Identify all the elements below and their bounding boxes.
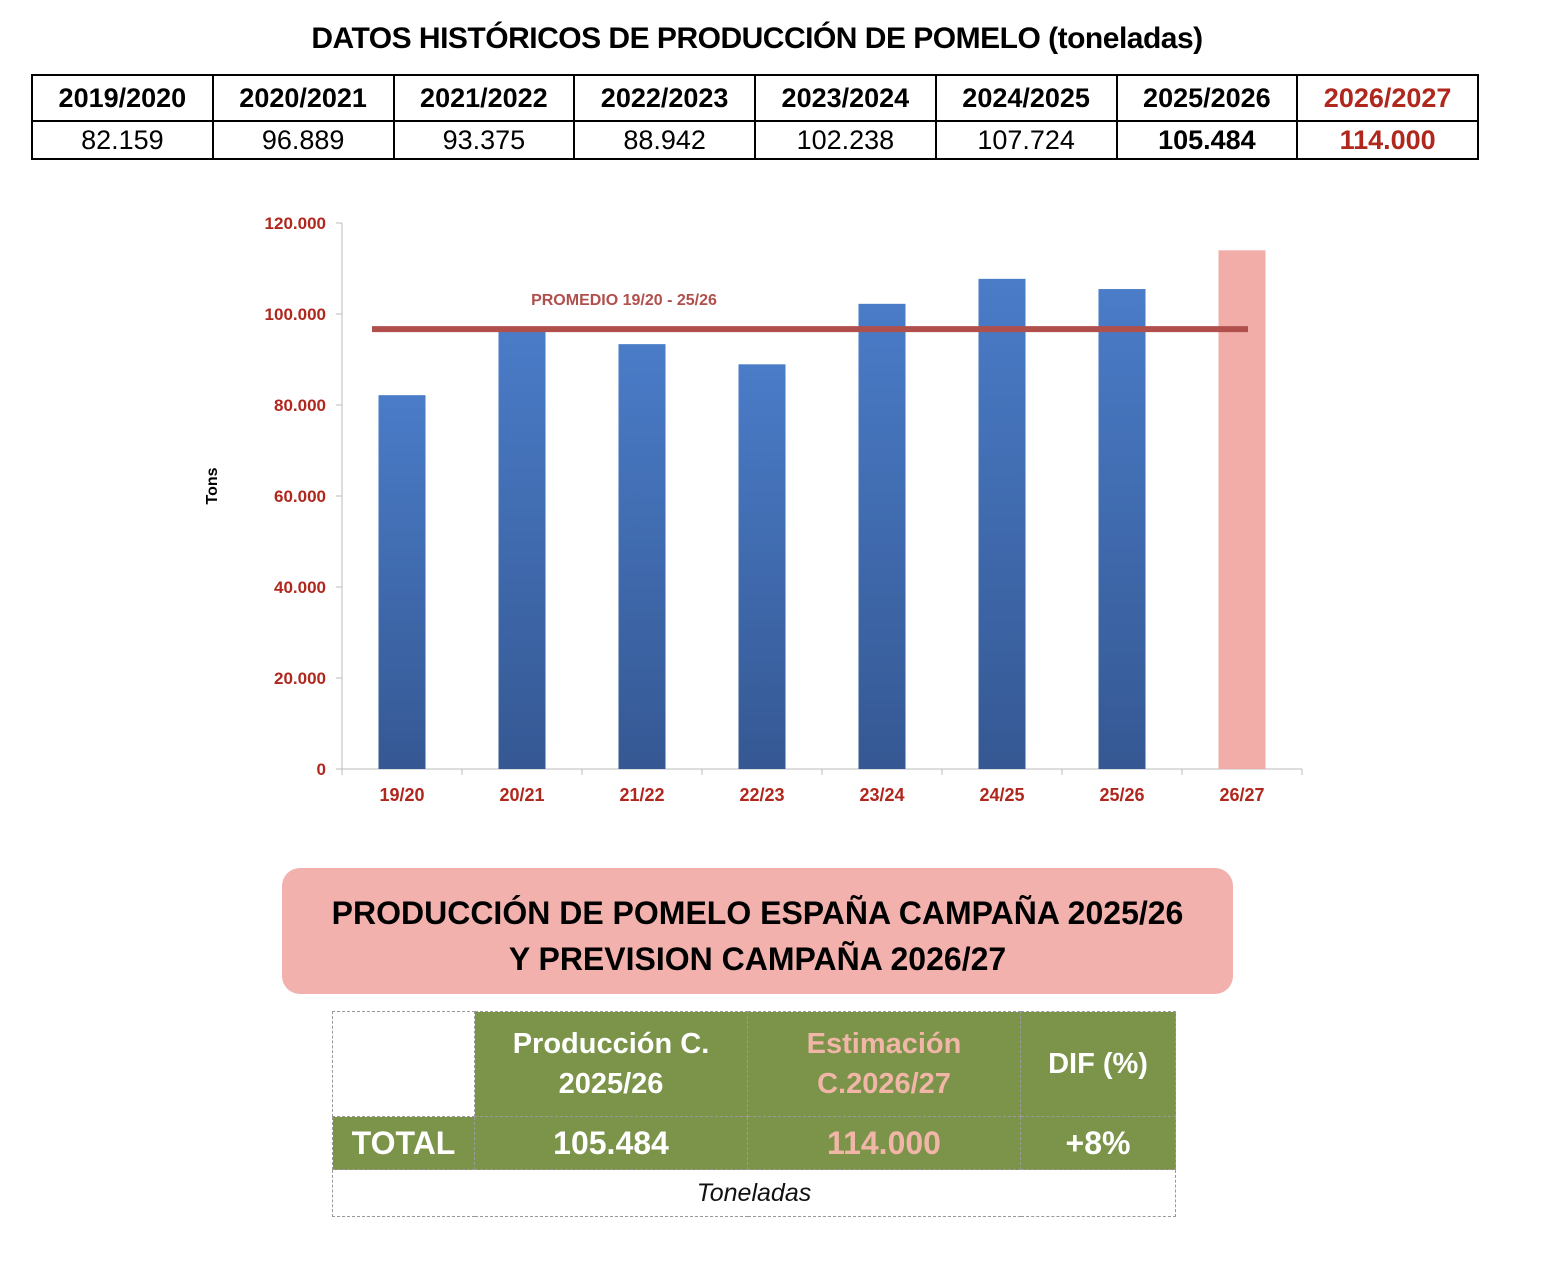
production-bar <box>858 303 906 769</box>
production-values-row: 82.159 96.889 93.375 88.942 102.238 107.… <box>31 120 1479 160</box>
y-tick-label: 80.000 <box>274 396 326 415</box>
season-cell: 2023/2024 <box>754 74 937 122</box>
season-cell: 2025/2026 <box>1115 74 1299 122</box>
season-header-row: 2019/2020 2020/2021 2021/2022 2022/2023 … <box>31 74 1479 122</box>
empty-corner-cell <box>332 1011 475 1117</box>
summary-banner-title-line1: PRODUCCIÓN DE POMELO ESPAÑA CAMPAÑA 2025… <box>331 895 1184 931</box>
total-estimate-value: 114.000 <box>747 1116 1021 1170</box>
summary-table: Producción C. 2025/26 Estimación C.2026/… <box>332 1011 1176 1217</box>
production-bar-chart: 0 20.000 40.000 60.000 80.000 100.000 120.000 1… <box>204 214 1303 805</box>
production-value-cell: 82.159 <box>31 120 214 160</box>
production-value-cell: 102.238 <box>754 120 937 160</box>
y-axis-title: Tons <box>204 467 221 504</box>
production-value-cell: 88.942 <box>573 120 756 160</box>
production-bar <box>618 344 666 769</box>
unit-label: Toneladas <box>332 1169 1176 1217</box>
diff-header: DIF (%) <box>1020 1011 1176 1117</box>
summary-header-row: Producción C. 2025/26 Estimación C.2026/… <box>332 1011 1176 1117</box>
estimate-header-line1: Estimación <box>806 1028 962 1060</box>
production-bar <box>498 328 546 769</box>
historical-production-table: 2019/2020 2020/2021 2021/2022 2022/2023 … <box>31 74 1479 160</box>
x-tick-label: 26/27 <box>1219 785 1264 805</box>
production-bar <box>1098 289 1146 769</box>
season-cell: 2021/2022 <box>392 74 576 122</box>
page-title: DATOS HISTÓRICOS DE PRODUCCIÓN DE POMELO… <box>311 22 1203 55</box>
total-production-value: 105.484 <box>474 1116 748 1170</box>
season-cell: 2024/2025 <box>934 74 1118 122</box>
y-tick-label: 100.000 <box>265 305 326 324</box>
forecast-bar <box>1218 250 1266 770</box>
y-tick-label: 20.000 <box>274 669 326 688</box>
x-tick-label: 25/26 <box>1099 785 1144 805</box>
y-tick-label: 40.000 <box>274 578 326 597</box>
season-cell: 2020/2021 <box>211 74 395 122</box>
summary-total-row: TOTAL 105.484 114.000 +8% <box>332 1116 1176 1170</box>
season-cell: 2022/2023 <box>573 74 756 122</box>
summary-unit-row: Toneladas <box>332 1169 1176 1217</box>
summary-banner: PRODUCCIÓN DE POMELO ESPAÑA CAMPAÑA 2025… <box>282 868 1233 994</box>
total-diff-value: +8% <box>1020 1116 1176 1170</box>
production-bar <box>978 278 1026 769</box>
production-value-cell: 96.889 <box>211 120 395 160</box>
average-line-label: PROMEDIO 19/20 - 25/26 <box>531 292 717 309</box>
production-bar <box>378 395 426 769</box>
x-tick-label: 22/23 <box>739 785 784 805</box>
x-tick-label: 21/22 <box>619 785 664 805</box>
production-value-cell: 107.724 <box>934 120 1118 160</box>
production-header-line2: 2025/26 <box>558 1068 664 1100</box>
estimate-header: Estimación C.2026/27 <box>747 1011 1021 1117</box>
production-header-line1: Producción C. <box>512 1028 710 1060</box>
y-tick-label: 120.000 <box>265 214 326 233</box>
forecast-season-cell: 2026/2027 <box>1296 74 1479 122</box>
total-label: TOTAL <box>332 1116 475 1170</box>
forecast-value-cell: 114.000 <box>1296 120 1479 160</box>
x-tick-label: 24/25 <box>979 785 1024 805</box>
y-tick-label: 0 <box>317 760 326 779</box>
current-season-value-cell: 105.484 <box>1115 120 1299 160</box>
x-tick-label: 20/21 <box>499 785 544 805</box>
y-tick-label: 60.000 <box>274 487 326 506</box>
x-tick-label: 19/20 <box>379 785 424 805</box>
x-tick-label: 23/24 <box>859 785 904 805</box>
summary-banner-title-line2: Y PREVISION CAMPAÑA 2026/27 <box>508 941 1007 977</box>
production-bar <box>738 364 786 769</box>
production-value-cell: 93.375 <box>392 120 576 160</box>
production-header: Producción C. 2025/26 <box>474 1011 748 1117</box>
season-cell: 2019/2020 <box>31 74 214 122</box>
estimate-header-line2: C.2026/27 <box>817 1068 951 1100</box>
